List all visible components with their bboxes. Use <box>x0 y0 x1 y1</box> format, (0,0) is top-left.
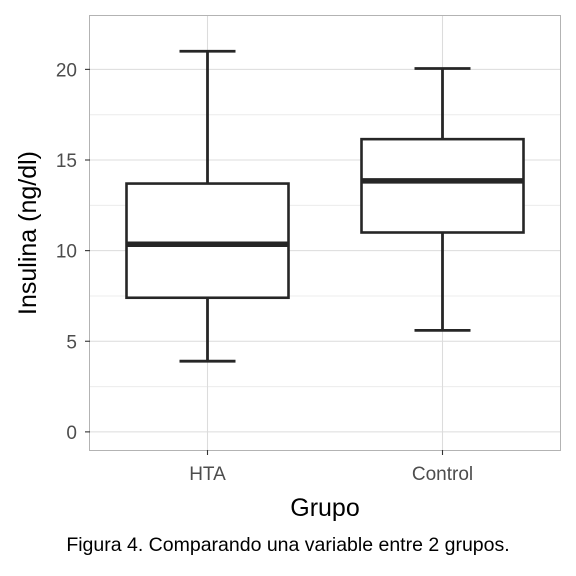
box-series <box>125 49 525 363</box>
x-tick-label: Control <box>412 464 473 485</box>
plot-panel-border <box>89 15 561 451</box>
box-control <box>360 67 525 332</box>
axes: 0 5 10 15 20 HTA Control <box>56 60 473 485</box>
y-axis-title: Insulina (ng/dl) <box>14 151 42 315</box>
iqr-box <box>360 137 525 234</box>
x-tick-label: HTA <box>189 464 226 485</box>
y-tick-label: 15 <box>56 151 77 172</box>
x-axis-title: Grupo <box>290 494 359 522</box>
box-hta <box>125 49 290 363</box>
y-tick-label: 5 <box>66 332 77 353</box>
y-tick-label: 0 <box>66 423 77 444</box>
iqr-box <box>125 182 290 300</box>
y-tick-label: 10 <box>56 242 77 263</box>
figure-caption: Figura 4. Comparando una variable entre … <box>66 534 510 556</box>
y-tick-label: 20 <box>56 60 77 81</box>
